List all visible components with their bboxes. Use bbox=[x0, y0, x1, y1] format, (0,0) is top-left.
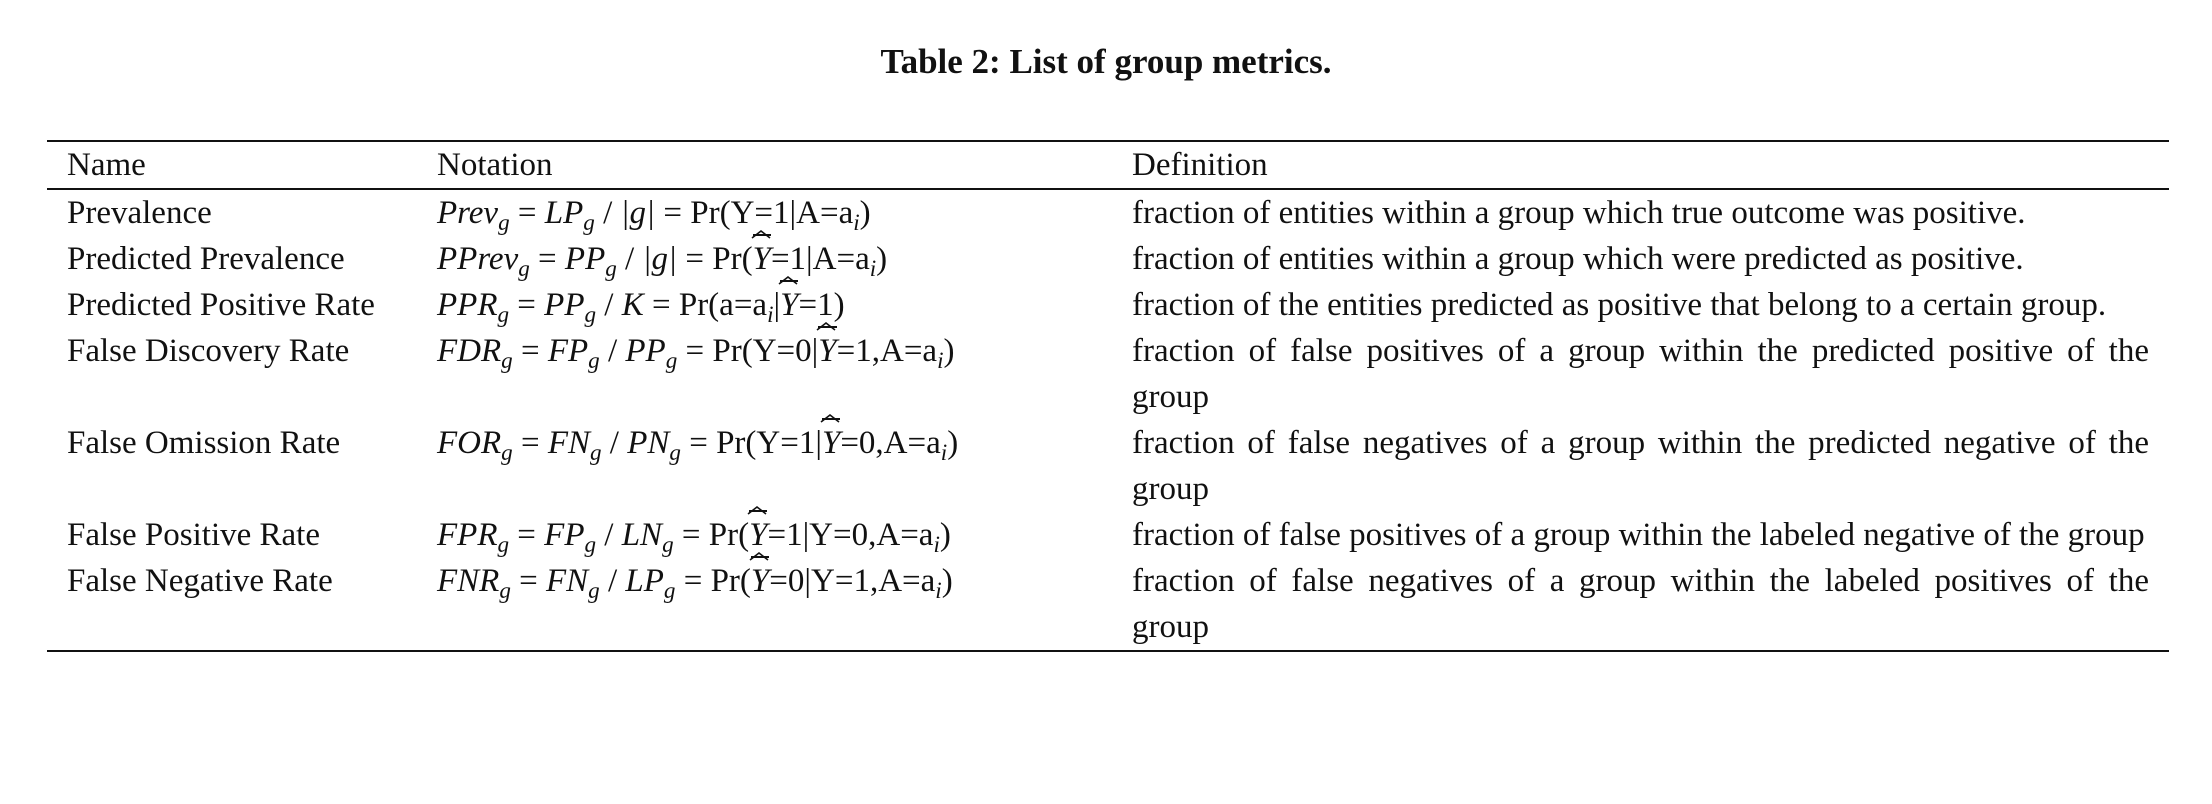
metric-definition: fraction of false negatives of a group w… bbox=[1132, 563, 2149, 645]
header-notation: Notation bbox=[437, 147, 553, 183]
y-hat-symbol: Y bbox=[749, 551, 770, 604]
metric-name: Prevalence bbox=[67, 195, 212, 231]
header-name: Name bbox=[67, 147, 146, 183]
metric-notation: FDRg = FPg / PPg = Pr(Y=0|Y =1,A=ai) bbox=[417, 321, 1112, 420]
y-hat-symbol: Y bbox=[751, 229, 772, 282]
metric-notation: FPRg = FPg / LNg = Pr(Y =1|Y=0,A=ai) bbox=[417, 505, 1112, 558]
metric-definition: fraction of false negatives of a group w… bbox=[1132, 425, 2149, 507]
metric-name: False Negative Rate bbox=[67, 563, 333, 599]
metric-name: False Omission Rate bbox=[67, 425, 341, 461]
metric-definition: fraction of entities within a group whic… bbox=[1132, 241, 2024, 277]
metric-notation: PPRg = PPg / K = Pr(a=ai|Y =1) bbox=[417, 275, 1112, 328]
table-row: False Positive Rate FPRg = FPg / LNg = P… bbox=[47, 505, 2169, 558]
table-row: Predicted Positive Rate PPRg = PPg / K =… bbox=[47, 275, 2169, 328]
table-row: Predicted Prevalence PPrevg = PPg / |g| … bbox=[47, 229, 2169, 282]
y-hat-symbol: Y bbox=[820, 413, 841, 466]
metric-notation: PPrevg = PPg / |g| = Pr(Y =1|A=ai) bbox=[417, 229, 1112, 282]
metric-notation: FNRg = FNg / LPg = Pr(Y =0|Y=1,A=ai) bbox=[417, 551, 1112, 651]
y-hat-symbol: Y bbox=[816, 321, 837, 374]
metric-notation: FORg = FNg / PNg = Pr(Y=1|Y =0,A=ai) bbox=[417, 413, 1112, 512]
table-row: False Negative Rate FNRg = FNg / LPg = P… bbox=[47, 551, 2169, 651]
table-caption: Table 2: List of group metrics. bbox=[880, 42, 1332, 81]
metric-name: False Positive Rate bbox=[67, 517, 320, 553]
metric-definition: fraction of the entities predicted as po… bbox=[1132, 287, 2107, 323]
table-row: Prevalence Prevg = LPg / |g| = Pr(Y=1|A=… bbox=[47, 189, 2169, 236]
y-hat-symbol: Y bbox=[778, 275, 799, 328]
y-hat-symbol: Y bbox=[747, 505, 768, 558]
metric-name: Predicted Positive Rate bbox=[67, 287, 375, 323]
header-definition: Definition bbox=[1132, 147, 1268, 183]
metric-name: False Discovery Rate bbox=[67, 333, 350, 369]
metric-notation: Prevg = LPg / |g| = Pr(Y=1|A=ai) bbox=[437, 195, 871, 235]
table-row: False Discovery Rate FDRg = FPg / PPg = … bbox=[47, 321, 2169, 420]
metric-definition: fraction of entities within a group whic… bbox=[1132, 195, 2026, 231]
group-metrics-table: Name Notation Definition Prevalence Prev… bbox=[47, 140, 2169, 652]
metric-definition: fraction of false positives of a group w… bbox=[1132, 333, 2149, 415]
metric-definition: fraction of false positives of a group w… bbox=[1132, 517, 2145, 553]
group-metrics-table-container: Name Notation Definition Prevalence Prev… bbox=[47, 140, 2169, 652]
metric-name: Predicted Prevalence bbox=[67, 241, 345, 277]
table-row: False Omission Rate FORg = FNg / PNg = P… bbox=[47, 413, 2169, 512]
table-header-row: Name Notation Definition bbox=[47, 141, 2169, 189]
